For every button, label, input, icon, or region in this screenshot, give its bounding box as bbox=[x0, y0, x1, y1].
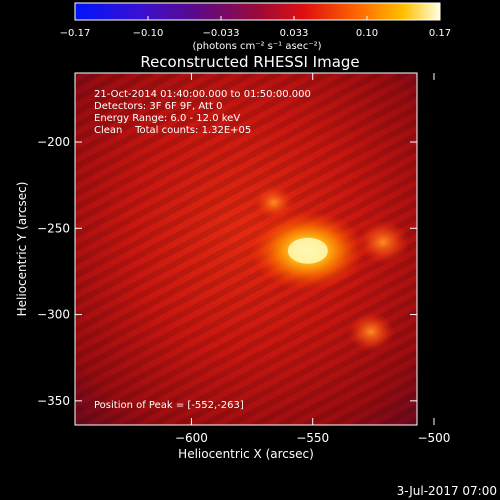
plot-frame bbox=[74, 72, 418, 426]
y-tick-label: −250 bbox=[37, 221, 70, 235]
heatmap-sources bbox=[249, 184, 410, 352]
annotation-time-range: 21-Oct-2014 01:40:00.000 to 01:50:00.000 bbox=[94, 89, 311, 100]
x-tick-label: −600 bbox=[175, 431, 208, 445]
colorbar-gradient bbox=[74, 2, 441, 21]
y-tick-label: −350 bbox=[37, 394, 70, 408]
colorbar-tick-label: 0.17 bbox=[429, 28, 451, 39]
axis-ticks: −600 −550 −500 −200 −250 −300 −350 bbox=[37, 73, 450, 445]
colorbar: −0.17 −0.10 −0.033 0.033 0.10 0.17 (photons c… bbox=[60, 2, 451, 52]
emission-source bbox=[347, 311, 395, 352]
colorbar-tick-label: −0.17 bbox=[60, 28, 91, 39]
x-tick-label: −500 bbox=[417, 431, 450, 445]
y-axis-label: Heliocentric Y (arcsec) bbox=[15, 182, 29, 317]
colorbar-tick-label: −0.033 bbox=[202, 28, 239, 39]
y-tick-label: −200 bbox=[37, 135, 70, 149]
emission-source bbox=[356, 219, 410, 265]
emission-source bbox=[253, 184, 295, 221]
annotation-peak-position: Position of Peak = [-552,-263] bbox=[94, 400, 244, 411]
annotation-counts: Clean Total counts: 1.32E+05 bbox=[94, 125, 251, 136]
y-tick-label: −300 bbox=[37, 308, 70, 322]
x-tick-label: −550 bbox=[296, 431, 329, 445]
colorbar-tick-label: −0.10 bbox=[133, 28, 164, 39]
annotation-detectors: Detectors: 3F 6F 9F, Att 0 bbox=[94, 101, 222, 112]
colorbar-tick-label: 0.033 bbox=[280, 28, 309, 39]
annotation-energy-range: Energy Range: 6.0 - 12.0 keV bbox=[94, 113, 240, 124]
colorbar-tick-label: 0.10 bbox=[356, 28, 378, 39]
colorbar-units: (photons cm⁻² s⁻¹ asec⁻²) bbox=[192, 41, 321, 52]
footer-date: 3-Jul-2017 07:00 bbox=[397, 484, 497, 498]
annotation-block: 21-Oct-2014 01:40:00.000 to 01:50:00.000… bbox=[94, 89, 311, 136]
x-axis-label: Heliocentric X (arcsec) bbox=[178, 447, 314, 461]
chart-title: Reconstructed RHESSI Image bbox=[140, 53, 359, 71]
colorbar-ticks: −0.17 −0.10 −0.033 0.033 0.10 0.17 bbox=[60, 16, 451, 39]
heatmap-image bbox=[75, 73, 417, 425]
emission-core bbox=[287, 237, 328, 264]
